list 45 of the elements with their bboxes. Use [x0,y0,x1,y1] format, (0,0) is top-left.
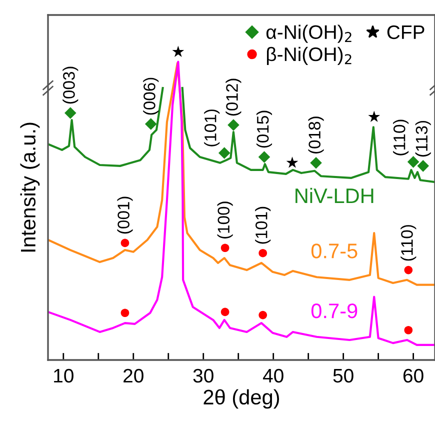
point [258,248,268,258]
annotation: (012) [226,78,242,116]
annotation: (101) [204,110,220,146]
point [120,238,130,248]
point [368,110,380,122]
point [310,156,322,169]
annotation: (006) [143,78,159,115]
point [228,119,240,131]
point [258,310,268,320]
y-axis-title: Intensity (a.u.) [20,122,40,252]
point [120,308,130,318]
point [144,118,157,130]
annotation: (018) [308,116,324,154]
x-tick-label: 50 [333,368,354,383]
point [286,156,298,168]
annotation: (110) [393,120,409,156]
annotation: (100) [217,202,233,239]
series-label: NiV-LDH [296,188,374,204]
annotation: (015) [256,110,272,148]
annotation: (101) [255,206,271,244]
point [220,308,230,316]
x-tick-label: 20 [124,368,144,383]
x-axis-title: 2θ (deg) [204,389,280,409]
point [258,151,270,163]
legend-label: CFP [387,25,424,40]
point [172,46,184,58]
x-tick-label: 10 [54,368,74,383]
point [218,147,230,159]
legend-label: β-Ni(OH)$_{2}$ [266,46,352,66]
series-label: 0.7-9 [311,304,358,318]
point [407,156,420,168]
point [417,160,429,172]
annotation: (003) [62,66,78,104]
point [404,326,413,334]
point [404,266,413,274]
annotation: (001) [117,196,133,234]
point [220,244,230,252]
x-tick-label: 60 [403,368,424,383]
x-tick-label: 30 [193,368,214,383]
series-label: 0.7-5 [311,244,358,258]
annotation: (113) [415,120,431,157]
annotation: (110) [400,225,416,261]
point [64,107,76,119]
x-tick-label: 40 [262,368,284,383]
legend-label: α-Ni(OH)$_{2}$ [266,24,352,43]
